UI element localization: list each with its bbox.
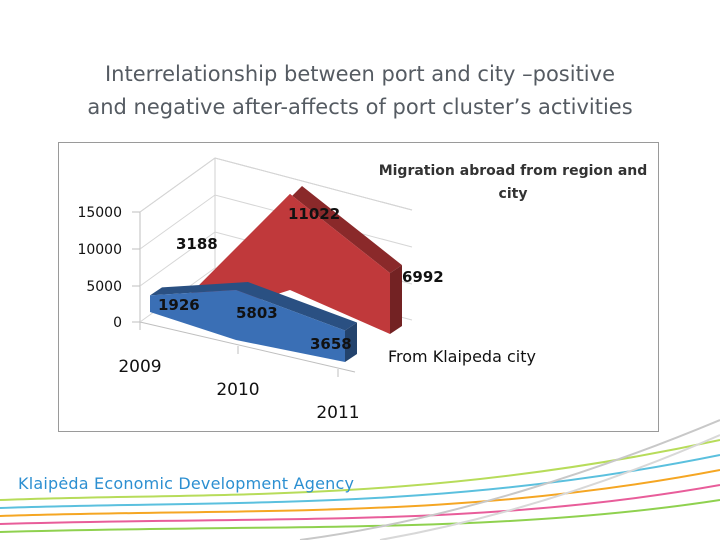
y-tick-label: 0 bbox=[113, 315, 122, 331]
data-label-city: 3658 bbox=[310, 335, 352, 353]
data-label-city: 5803 bbox=[236, 304, 278, 322]
series-top-region bbox=[190, 186, 402, 295]
slide-title: Interrelationship between port and city … bbox=[0, 58, 720, 124]
data-label-city: 1926 bbox=[158, 296, 200, 314]
legend-entry-city: From Klaipeda city bbox=[388, 347, 536, 366]
y-tick-label: 10000 bbox=[77, 242, 122, 258]
chart-title: Migration abroad from region and city bbox=[378, 163, 648, 202]
x-tick-label: 2010 bbox=[216, 380, 259, 400]
series-side-region bbox=[390, 265, 402, 334]
y-tick-label: 5000 bbox=[86, 279, 122, 295]
gridline bbox=[139, 157, 413, 213]
x-tick-label: 2011 bbox=[316, 403, 359, 423]
data-label-region: 3188 bbox=[176, 235, 218, 253]
data-label-region: 6992 bbox=[402, 268, 444, 286]
slide-title-line-2: and negative after-affects of port clust… bbox=[87, 95, 633, 119]
y-tick-label: 15000 bbox=[77, 205, 122, 221]
x-tick-label: 2009 bbox=[118, 357, 161, 377]
series-area-city bbox=[150, 290, 345, 362]
slide-title-line-1: Interrelationship between port and city … bbox=[104, 62, 615, 86]
footer-org-name: Klaipėda Economic Development Agency bbox=[18, 474, 355, 493]
x-axis-line bbox=[139, 321, 356, 373]
data-label-region: 11022 bbox=[288, 205, 340, 223]
series-top-city bbox=[150, 282, 357, 331]
series-side-city bbox=[345, 322, 357, 362]
